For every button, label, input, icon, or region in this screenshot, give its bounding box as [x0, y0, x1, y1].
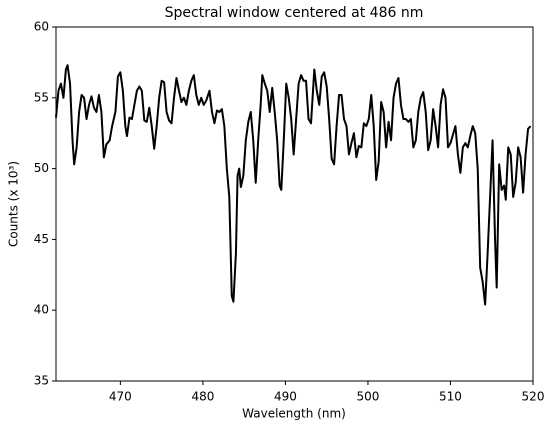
line-series	[55, 64, 532, 306]
x-axis-label: Wavelength (nm)	[242, 407, 346, 421]
y-tick-label: 35	[34, 374, 49, 388]
y-tick-label: 55	[34, 90, 49, 104]
y-tick-label: 60	[34, 20, 49, 34]
y-tick-label: 40	[34, 303, 49, 317]
x-tick-label: 510	[439, 390, 462, 404]
x-tick-label: 480	[191, 390, 214, 404]
y-tick-label: 50	[34, 161, 49, 175]
chart-title: Spectral window centered at 486 nm	[165, 5, 424, 21]
y-tick-label: 45	[34, 232, 49, 246]
x-tick-label: 500	[356, 390, 379, 404]
x-tick-label: 490	[274, 390, 297, 404]
y-axis-label: Counts (x 10³)	[7, 161, 21, 247]
plot-frame	[55, 26, 534, 382]
x-tick-label: 520	[522, 390, 545, 404]
x-tick-label: 470	[109, 390, 132, 404]
